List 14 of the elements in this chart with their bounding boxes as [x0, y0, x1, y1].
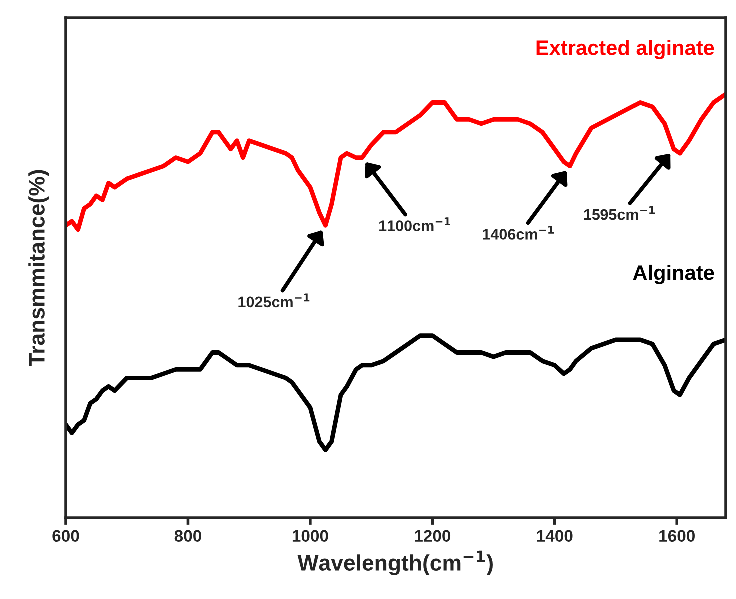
x-tick-label: 600 — [52, 530, 80, 542]
y-axis-title: Transmmitance(%) — [28, 170, 50, 367]
x-tick-label: 1400 — [537, 530, 573, 542]
annotation: 1100cm$^{−1}$ — [380, 218, 450, 232]
annotation: 1025cm$^{−1}$ — [238, 294, 310, 308]
series-label: Extracted alginate — [536, 40, 714, 60]
x-tick-label: 1200 — [415, 530, 451, 542]
annotation: 1406cm$^{−1}$ — [483, 226, 554, 240]
x-tick-label: 800 — [174, 530, 202, 542]
x-tick-label: 1600 — [660, 530, 695, 542]
text: Alginate — [633, 264, 714, 284]
x-axis-title: Wavelength(cm$^{−1}$) — [298, 550, 493, 576]
annotation: 1595cm$^{−1}$ — [584, 206, 656, 220]
x-tick-label: 1000 — [292, 530, 328, 542]
